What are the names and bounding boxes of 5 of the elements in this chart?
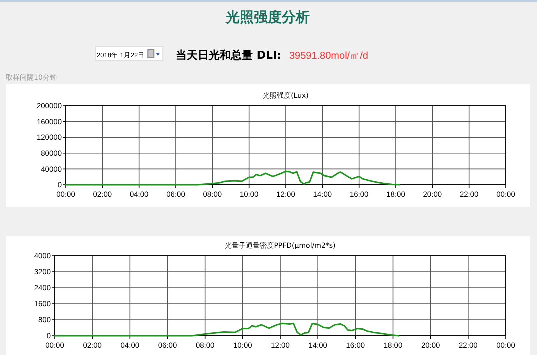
text: 当天日光和总量 DLI: — [176, 49, 282, 62]
line-series — [54, 322, 400, 337]
line-series — [65, 170, 400, 186]
text: 光照强度分析 — [225, 9, 310, 26]
text: 39591.80mol/㎡/d — [289, 51, 368, 62]
